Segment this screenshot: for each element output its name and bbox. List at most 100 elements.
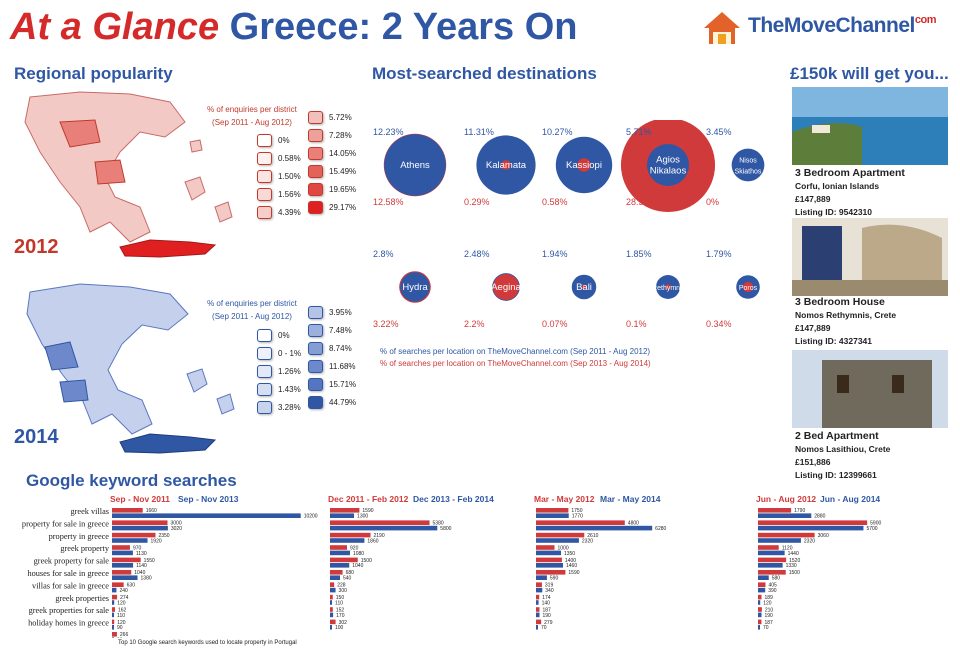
listing-3-price: £151,886 — [795, 457, 831, 467]
keyword-value-new: 540 — [343, 576, 352, 582]
bubble-2012 — [384, 134, 446, 196]
keyword-bar-old — [536, 607, 540, 612]
keyword-bar-new — [758, 575, 769, 580]
legend-swatch — [257, 152, 272, 165]
panel-label-old: Jun - Aug 2012 — [756, 494, 816, 504]
listing-1-price: £147,889 — [795, 194, 831, 204]
keyword-value-old: 5380 — [433, 521, 444, 527]
keyword-bar-new — [758, 625, 760, 630]
legend-label: 44.79% — [329, 398, 357, 407]
listing-2-title: 3 Bedroom House — [795, 296, 885, 308]
listing-3-location: Nomos Lasithiou, Crete — [795, 444, 891, 454]
keyword-value-old: 1660 — [146, 508, 157, 514]
keyword-value-new: 70 — [541, 625, 547, 631]
keyword-value-new: 120 — [763, 600, 772, 606]
listing-1[interactable]: 3 Bedroom Apartment Corfu, Ionian Island… — [795, 167, 905, 219]
keyword-value-new: 120 — [117, 600, 126, 606]
keyword-bar-new — [330, 563, 350, 568]
bubble-value-2014: 28.59% — [626, 197, 657, 207]
keyword-value-old: 630 — [127, 583, 136, 589]
keyword-bar-old — [112, 508, 143, 513]
legend-item: 29.17% — [308, 201, 356, 214]
keyword-value-new: 140 — [542, 600, 551, 606]
keyword-bar-old — [758, 570, 786, 575]
keyword-bar-old — [758, 532, 815, 538]
greece-map-2012 — [24, 91, 233, 258]
panel-label-old: Dec 2011 - Feb 2012 — [328, 494, 409, 504]
keyword-bar-new — [112, 538, 148, 543]
legend-swatch — [308, 378, 323, 391]
keyword-value-new: 1040 — [352, 563, 363, 569]
legend-2014-heading: % of enquiries per district (Sep 2011 - … — [202, 297, 302, 323]
legend-item: 19.65% — [308, 183, 356, 196]
legend-item: 14.05% — [308, 147, 356, 160]
keyword-bar-old — [112, 520, 168, 525]
legend-swatch — [257, 134, 272, 147]
legend-swatch — [308, 360, 323, 373]
keyword-bar-new — [330, 538, 365, 543]
legend-label: 3.95% — [329, 308, 352, 317]
year-2014-label: 2014 — [14, 426, 59, 448]
keyword-value-old: 3000 — [171, 521, 182, 527]
keyword-bar-new — [112, 625, 114, 630]
keyword-value-old: 228 — [337, 583, 346, 589]
keyword-bar-new — [758, 550, 785, 556]
keyword-bar-new — [330, 600, 333, 605]
keyword-label: property in greece — [49, 532, 110, 541]
keyword-bar-old — [112, 594, 118, 600]
keyword-value-old: 189 — [764, 595, 773, 601]
listing-2[interactable]: 3 Bedroom House Nomos Rethymnis, Crete £… — [795, 296, 896, 348]
listing-1-location: Corfu, Ionian Islands — [795, 181, 880, 191]
keyword-value-old: 920 — [350, 545, 359, 551]
listing-1-id: Listing ID: 9542310 — [795, 207, 873, 217]
legend-swatch — [257, 329, 272, 342]
bubble-2012 — [731, 148, 765, 182]
legend-item: 7.48% — [308, 324, 352, 337]
bubble-value-2012: 10.27% — [542, 127, 573, 137]
legend-swatch — [308, 306, 323, 319]
listing-photo-stone-house — [792, 350, 948, 428]
logo-house-icon — [704, 12, 740, 44]
title-part1: At a Glance — [10, 6, 220, 48]
panel-label-old: Sep - Nov 2011 — [110, 494, 170, 504]
legend-label: 11.68% — [329, 362, 356, 371]
keyword-bar-old — [330, 520, 430, 525]
legend-swatch — [257, 188, 272, 201]
bubble-value-2014: 0.1% — [626, 319, 647, 329]
keyword-value-old: 1590 — [568, 570, 579, 576]
keyword-value-old: 1590 — [362, 508, 373, 514]
keyword-bar-new — [758, 563, 783, 568]
keyword-bar-old — [112, 607, 115, 612]
keyword-label: holiday homes in greece — [28, 619, 109, 628]
keyword-value-old: 1790 — [794, 508, 805, 514]
regional-popularity-title: Regional popularity — [14, 64, 173, 83]
keyword-value-old: 680 — [346, 570, 355, 576]
google-footnote: Top 10 Google search keywords used to lo… — [118, 640, 297, 646]
keyword-value-new: 2320 — [582, 538, 593, 544]
keyword-bar-new — [112, 550, 133, 556]
bubble-label: Poros — [739, 285, 758, 292]
bubble-2014 — [501, 160, 511, 170]
legend-item: 0.58% — [257, 152, 301, 165]
bubble-2012 — [646, 143, 690, 187]
bubble-label: Rethymno — [652, 285, 684, 292]
keyword-bar-old — [330, 557, 358, 563]
keyword-bar-new — [758, 538, 801, 543]
keyword-value-new: 240 — [119, 588, 128, 594]
legend-item: 3.28% — [257, 401, 301, 414]
keyword-bar-old — [758, 545, 779, 550]
listing-1-title: 3 Bedroom Apartment — [795, 167, 905, 179]
keyword-bar-new — [536, 538, 579, 543]
keyword-value-old: 2610 — [587, 533, 598, 539]
listing-photo-courtyard — [792, 218, 948, 296]
keyword-value-new: 1920 — [151, 538, 162, 544]
year-2012-label: 2012 — [14, 236, 59, 258]
keyword-value-new: 5800 — [440, 526, 451, 532]
keyword-value-old: 302 — [339, 620, 348, 626]
legend-swatch — [257, 365, 272, 378]
listing-3[interactable]: 2 Bed Apartment Nomos Lasithiou, Crete £… — [795, 430, 890, 482]
keyword-value-new: 5700 — [866, 526, 877, 532]
legend-item: 44.79% — [308, 396, 356, 409]
keyword-label: greek villas — [71, 507, 109, 516]
bubble-label: Hydra — [402, 282, 428, 293]
